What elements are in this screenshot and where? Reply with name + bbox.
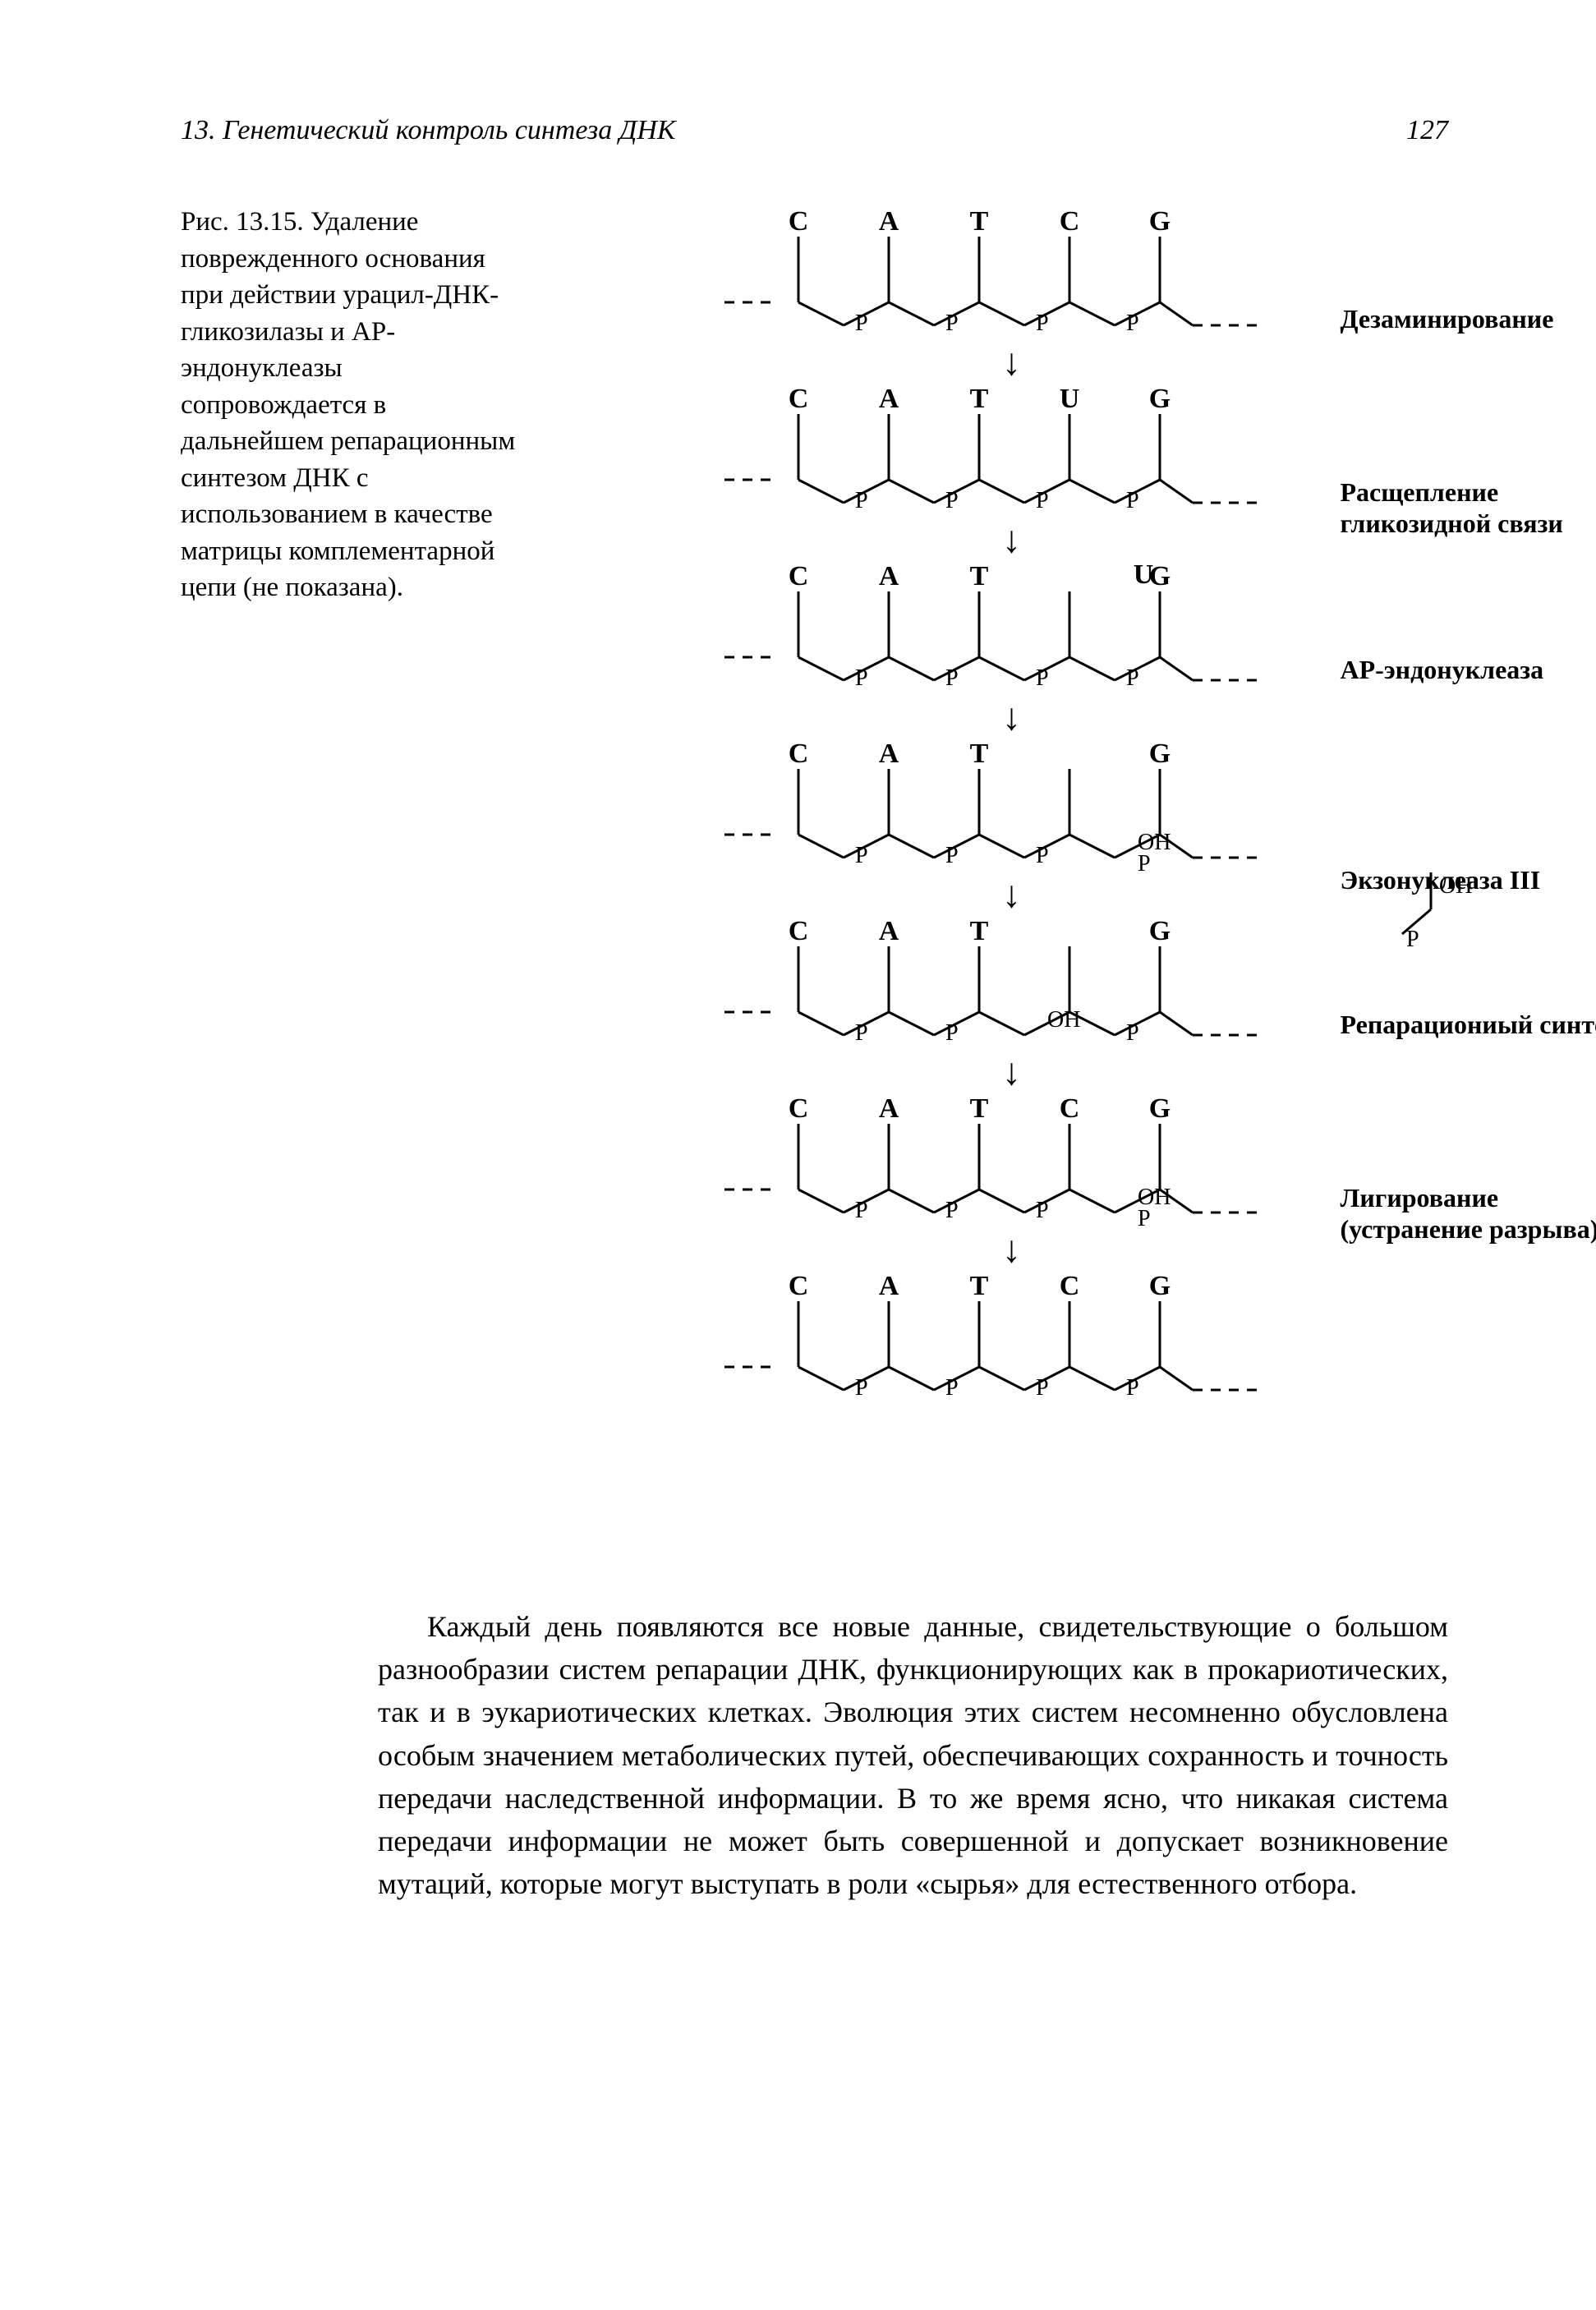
svg-text:C: C (1059, 206, 1079, 237)
dna-strand-step: CPAPTOHPGЭкзонуклеаза IIIOHP (716, 913, 1308, 1061)
svg-text:A: A (878, 384, 899, 414)
svg-text:T: T (969, 1093, 988, 1124)
svg-text:T: T (969, 739, 988, 769)
step-label: Расщепление гликозидной связи (1341, 476, 1596, 540)
svg-text:A: A (878, 561, 899, 591)
svg-text:C: C (788, 384, 808, 414)
svg-text:T: T (969, 916, 988, 946)
dna-strand-step: CPAPTPOHPGАР-эндонуклеаза (716, 736, 1308, 884)
header-left: 13. Генетический контроль синтеза ДНК (181, 115, 676, 146)
figure-block: Рис. 13.15. Удаление поврежденного основ… (181, 204, 1448, 1416)
svg-text:G: G (1148, 384, 1170, 414)
dna-strand-step: CPAPTPCOHPGРепарациониый синтез (716, 1091, 1308, 1239)
removed-nucleotide-icon: OH P (1357, 864, 1472, 955)
svg-text:C: C (788, 916, 808, 946)
svg-text:C: C (788, 1093, 808, 1124)
page-number: 127 (1406, 115, 1448, 146)
dna-strand-step: CPAPTPCPGЛигирование (устранение разрыва… (716, 1268, 1308, 1416)
svg-text:C: C (1059, 1271, 1079, 1301)
step-label: Репарациониый синтез (1341, 1009, 1596, 1040)
dna-repair-diagram: CPAPTPCPG↓CPAPTPUPGДезаминирование↓CPAPT… (575, 204, 1448, 1416)
svg-text:T: T (969, 384, 988, 414)
svg-text:G: G (1148, 916, 1170, 946)
svg-text:P: P (1138, 851, 1151, 876)
step-label: Дезаминирование (1341, 303, 1596, 334)
step-label: Лигирование (устранение разрыва) (1341, 1182, 1596, 1245)
body-paragraph: Каждый день появляются все новые данные,… (181, 1605, 1448, 1905)
page: 13. Генетический контроль синтеза ДНК 12… (0, 0, 1596, 2310)
dna-strand-step: CPAPTPCPG (716, 204, 1308, 352)
svg-text:C: C (788, 739, 808, 769)
svg-text:C: C (1059, 1093, 1079, 1124)
figure-caption: Рис. 13.15. Удаление поврежденного основ… (181, 204, 526, 606)
svg-text:C: C (788, 1271, 808, 1301)
svg-text:T: T (969, 561, 988, 591)
svg-text:OH: OH (1439, 873, 1472, 899)
dna-strand-step: CPAPTPPGUРасщепление гликозидной связи (716, 559, 1308, 706)
svg-text:G: G (1148, 1093, 1170, 1124)
dna-strand-step: CPAPTPUPGДезаминирование (716, 381, 1308, 529)
running-header: 13. Генетический контроль синтеза ДНК 12… (181, 115, 1448, 146)
svg-text:U: U (1133, 559, 1153, 590)
svg-text:T: T (969, 1271, 988, 1301)
svg-text:A: A (878, 916, 899, 946)
svg-text:A: A (878, 1093, 899, 1124)
svg-text:T: T (969, 206, 988, 237)
svg-text:A: A (878, 1271, 899, 1301)
svg-text:G: G (1148, 1271, 1170, 1301)
svg-text:A: A (878, 739, 899, 769)
svg-text:G: G (1148, 206, 1170, 237)
svg-text:P: P (1406, 927, 1419, 952)
svg-text:C: C (788, 206, 808, 237)
svg-text:A: A (878, 206, 899, 237)
svg-text:G: G (1148, 739, 1170, 769)
svg-text:U: U (1059, 384, 1079, 414)
svg-text:C: C (788, 561, 808, 591)
step-label: АР-эндонуклеаза (1341, 654, 1596, 685)
svg-text:P: P (1138, 1206, 1151, 1231)
